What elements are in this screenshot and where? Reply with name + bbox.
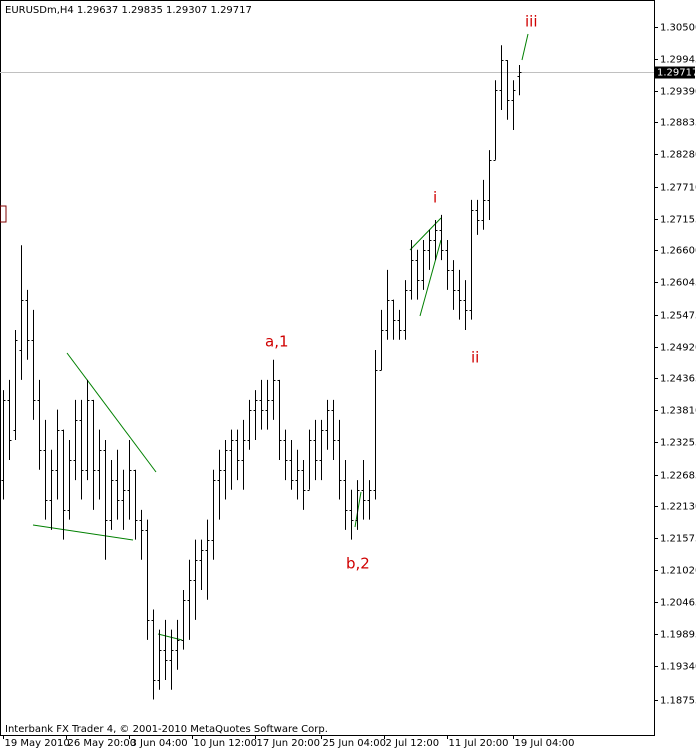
current-price-box bbox=[655, 66, 695, 79]
trendline bbox=[419, 239, 442, 317]
x-tick-label: 17 Jun 20:00 bbox=[257, 738, 321, 749]
trendline bbox=[409, 217, 442, 251]
footer: Interbank FX Trader 4, © 2001-2010 MetaQ… bbox=[5, 724, 328, 735]
wave-label: ii bbox=[471, 349, 479, 367]
current-price-label: 1.29717 bbox=[657, 68, 696, 79]
y-tick-label: 1.19895 bbox=[660, 630, 696, 641]
y-tick-label: 1.28835 bbox=[660, 118, 696, 129]
x-tick-label: 11 Jul 20:00 bbox=[449, 738, 509, 749]
y-tick-label: 1.22130 bbox=[660, 502, 696, 513]
y-tick-label: 1.22685 bbox=[660, 471, 696, 482]
x-tick-label: 19 May 2010 bbox=[5, 738, 70, 749]
y-tick-label: 1.27155 bbox=[660, 215, 696, 226]
trendline bbox=[32, 524, 134, 541]
marker bbox=[0, 205, 7, 223]
trendline bbox=[157, 633, 183, 641]
x-tick-label: 26 May 20:00 bbox=[68, 738, 137, 749]
y-tick-label: 1.21020 bbox=[660, 566, 696, 577]
y-tick-label: 1.30500 bbox=[660, 23, 696, 34]
trendlines bbox=[32, 33, 529, 641]
y-tick-label: 1.18755 bbox=[660, 696, 696, 707]
trendline bbox=[66, 352, 157, 473]
wave-label: b,2 bbox=[346, 555, 370, 573]
y-tick-label: 1.24365 bbox=[660, 374, 696, 385]
y-tick-label: 1.26045 bbox=[660, 278, 696, 289]
y-tick-label: 1.19340 bbox=[660, 662, 696, 673]
wave-label: a,1 bbox=[265, 333, 289, 351]
x-tick-label: 25 Jun 04:00 bbox=[323, 738, 387, 749]
y-tick-label: 1.26600 bbox=[660, 246, 696, 257]
x-tick-label: 2 Jul 12:00 bbox=[386, 738, 440, 749]
y-tick-label: 1.28280 bbox=[660, 150, 696, 161]
y-tick-label: 1.20465 bbox=[660, 598, 696, 609]
wave-label: i bbox=[433, 189, 437, 207]
y-tick-label: 1.29945 bbox=[660, 55, 696, 66]
plot-frame bbox=[0, 0, 655, 736]
y-tick-label: 1.23255 bbox=[660, 438, 696, 449]
x-tick-label: 10 Jun 12:00 bbox=[194, 738, 258, 749]
y-tick-label: 1.29390 bbox=[660, 87, 696, 98]
y-tick-label: 1.24920 bbox=[660, 343, 696, 354]
wave-label: iii bbox=[525, 13, 538, 31]
y-tick-label: 1.25475 bbox=[660, 311, 696, 322]
y-tick-label: 1.21575 bbox=[660, 534, 696, 545]
chart-title: EURUSDm,H4 1.29637 1.29835 1.29307 1.297… bbox=[5, 5, 252, 16]
trendline bbox=[521, 33, 529, 61]
y-tick-label: 1.23810 bbox=[660, 406, 696, 417]
x-tick-label: 3 Jun 04:00 bbox=[131, 738, 188, 749]
x-tick-label: 19 Jul 04:00 bbox=[515, 738, 575, 749]
y-tick-label: 1.27710 bbox=[660, 183, 696, 194]
